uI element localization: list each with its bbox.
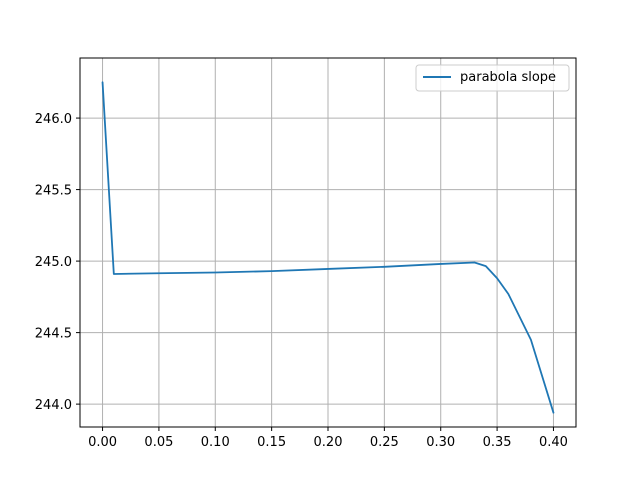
x-tick-label: 0.25 bbox=[370, 435, 399, 450]
x-tick-label: 0.10 bbox=[201, 435, 230, 450]
grid-lines bbox=[80, 58, 576, 427]
legend-box bbox=[415, 64, 570, 92]
plot-frame bbox=[79, 57, 577, 428]
series-group bbox=[101, 81, 555, 414]
x-tick-label: 0.15 bbox=[257, 435, 286, 450]
y-tick-label: 245.0 bbox=[35, 255, 72, 270]
x-tick-label: 0.40 bbox=[539, 435, 568, 450]
y-tick-label: 244.0 bbox=[35, 398, 72, 413]
x-tick-label: 0.05 bbox=[144, 435, 173, 450]
x-tick-label: 0.20 bbox=[314, 435, 343, 450]
x-tick-label: 0.30 bbox=[426, 435, 455, 450]
y-tick-label: 245.5 bbox=[35, 184, 72, 199]
y-tick-label: 246.0 bbox=[35, 112, 72, 127]
x-tick-label: 0.35 bbox=[483, 435, 512, 450]
series-line bbox=[101, 81, 555, 414]
y-tick-label: 244.5 bbox=[35, 327, 72, 342]
x-tick-label: 0.00 bbox=[88, 435, 117, 450]
legend: parabola slope bbox=[415, 64, 570, 92]
legend-label: parabola slope bbox=[460, 70, 556, 85]
axis-ticks: 0.00 0.05 0.10 0.15 0.20 0.25 0.30 0.35 0.40 244.… bbox=[35, 112, 568, 450]
